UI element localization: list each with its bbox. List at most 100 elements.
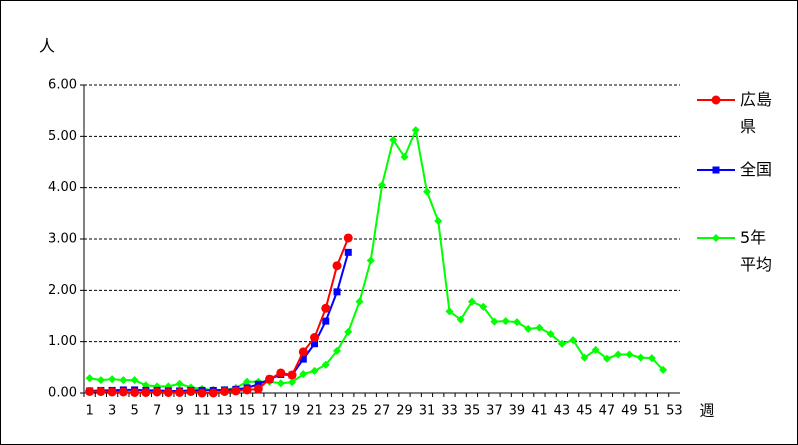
marker <box>152 387 162 397</box>
x-tick-label: 13 <box>216 404 233 419</box>
x-tick-label: 43 <box>554 404 571 419</box>
marker <box>197 388 207 398</box>
marker <box>411 126 420 135</box>
marker <box>175 379 184 388</box>
marker <box>343 233 353 243</box>
x-tick-label: 9 <box>175 404 183 419</box>
x-tick-label: 11 <box>194 404 211 419</box>
marker <box>322 317 330 325</box>
y-tick-label: 4.00 <box>48 180 77 195</box>
marker <box>119 376 128 385</box>
marker <box>524 324 533 333</box>
x-tick-label: 27 <box>374 404 391 419</box>
marker <box>310 366 319 375</box>
x-tick-label: 1 <box>85 404 93 419</box>
marker <box>333 288 341 296</box>
x-tick-label: 17 <box>261 404 278 419</box>
marker <box>557 339 566 348</box>
x-tick-label: 19 <box>284 404 301 419</box>
marker <box>659 365 668 374</box>
x-tick-label: 49 <box>621 404 638 419</box>
marker <box>535 323 544 332</box>
marker <box>355 297 364 306</box>
marker <box>378 181 386 190</box>
x-tick-label: 3 <box>108 404 116 419</box>
marker <box>163 387 173 397</box>
legend-label: 5年平均 <box>740 228 773 274</box>
marker <box>344 248 352 256</box>
marker <box>636 353 645 362</box>
marker <box>445 307 454 316</box>
marker <box>276 379 285 388</box>
marker <box>276 368 286 378</box>
x-tick-label: 37 <box>486 404 503 419</box>
marker <box>220 386 230 396</box>
marker <box>434 217 443 226</box>
marker <box>456 315 465 324</box>
marker <box>242 385 252 395</box>
marker <box>422 187 431 196</box>
marker <box>175 387 185 397</box>
marker <box>141 387 151 397</box>
x-tick-label: 31 <box>419 404 436 419</box>
marker <box>96 376 105 385</box>
marker <box>118 387 128 397</box>
x-tick-label: 7 <box>153 404 161 419</box>
marker <box>253 384 263 394</box>
marker <box>712 166 720 174</box>
marker <box>321 360 330 369</box>
marker <box>712 234 720 242</box>
y-tick-label: 1.00 <box>48 334 77 349</box>
x-tick-label: 35 <box>464 404 481 419</box>
y-tick-label: 3.00 <box>48 232 77 247</box>
marker <box>321 303 331 313</box>
y-tick-label: 0.00 <box>48 386 77 401</box>
marker <box>580 353 589 362</box>
marker <box>265 374 275 384</box>
x-tick-label: 5 <box>130 404 138 419</box>
marker <box>186 386 196 396</box>
x-axis-label: 週 <box>699 402 714 420</box>
marker <box>501 317 510 326</box>
marker <box>479 302 488 311</box>
x-tick-label: 39 <box>509 404 526 419</box>
marker <box>287 370 297 380</box>
marker <box>625 350 634 359</box>
x-tick-label: 33 <box>441 404 458 419</box>
marker <box>711 95 721 105</box>
marker <box>400 152 409 161</box>
x-tick-label: 45 <box>576 404 593 419</box>
marker <box>208 388 218 398</box>
y-tick-label: 2.00 <box>48 283 77 298</box>
marker <box>490 317 499 326</box>
marker <box>311 340 319 348</box>
marker <box>243 377 252 386</box>
y-axis-label: 人 <box>39 37 55 56</box>
x-tick-label: 53 <box>666 404 683 419</box>
marker <box>254 380 262 388</box>
marker <box>512 318 521 327</box>
legend-label: 広島県 <box>740 90 773 136</box>
marker <box>299 370 308 379</box>
x-tick-label: 21 <box>306 404 323 419</box>
marker <box>231 386 241 396</box>
marker <box>332 261 342 271</box>
marker <box>288 378 297 387</box>
marker <box>467 297 476 306</box>
marker <box>298 347 308 357</box>
marker <box>107 387 117 397</box>
x-tick-label: 29 <box>396 404 413 419</box>
marker <box>366 256 375 265</box>
x-tick-label: 23 <box>329 404 346 419</box>
marker <box>591 345 600 354</box>
marker <box>546 329 555 338</box>
marker <box>85 386 95 396</box>
x-tick-label: 41 <box>531 404 548 419</box>
y-tick-label: 6.00 <box>48 78 77 93</box>
marker <box>130 376 139 385</box>
x-tick-label: 51 <box>644 404 661 419</box>
marker <box>614 350 623 359</box>
marker <box>647 354 656 363</box>
